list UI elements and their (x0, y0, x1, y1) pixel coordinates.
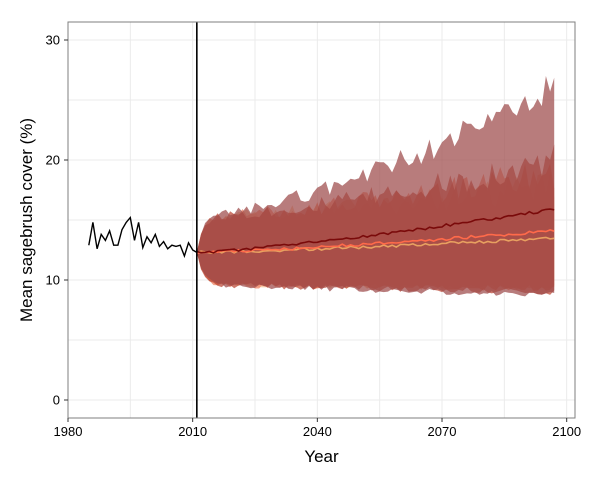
axis-layer: 1980 2010 2040 2070 2100 0 10 20 30 (46, 33, 582, 440)
observed-line (88, 216, 198, 259)
y-tick-label: 0 (53, 393, 60, 408)
projection-mean-line (196, 208, 555, 254)
y-tick-label: 30 (46, 33, 60, 48)
panel-border (67, 21, 576, 419)
x-axis-title: Year (304, 447, 339, 466)
grid-layer (67, 22, 575, 418)
y-tick-label: 20 (46, 153, 60, 168)
x-tick-label: 2070 (428, 424, 457, 439)
y-tick-label: 10 (46, 273, 60, 288)
projection-mean-line (196, 229, 555, 255)
line-layer (88, 22, 555, 418)
x-tick-label: 2010 (178, 424, 207, 439)
projection-mean-line (196, 236, 555, 255)
x-tick-label: 1980 (54, 424, 83, 439)
y-axis-title: Mean sagebrush cover (%) (17, 118, 36, 322)
x-tick-label: 2100 (552, 424, 581, 439)
x-tick-label: 2040 (303, 424, 332, 439)
